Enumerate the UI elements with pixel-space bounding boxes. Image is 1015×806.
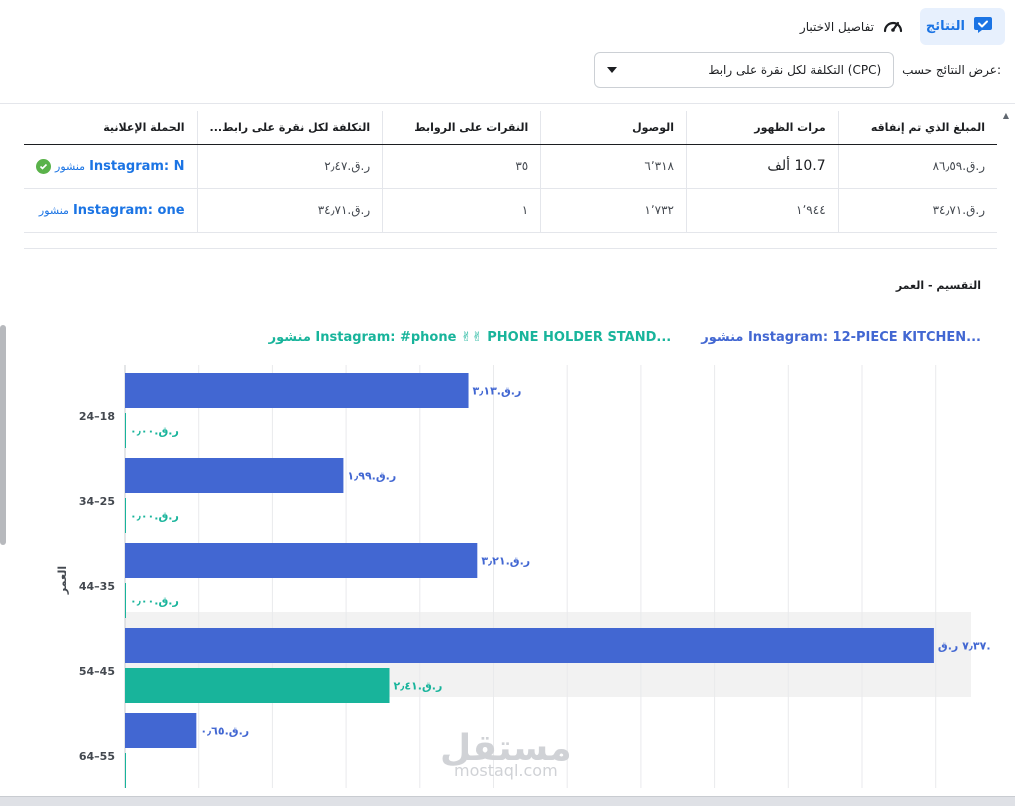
cell-cpc: ر.ق.‏٢٫٤٧ xyxy=(196,144,383,189)
cell-campaign[interactable]: منشور Instagram: one xyxy=(24,188,198,233)
bar-teal[interactable] xyxy=(125,413,126,448)
header-spent[interactable]: المبلغ الذي تم إنفاقه xyxy=(837,111,997,145)
results-filter: عرض النتائج حسب: التكلفة لكل نقرة على را… xyxy=(594,52,1001,88)
header-link-clicks[interactable]: النقرات على الروابط xyxy=(382,111,541,145)
watermark-ar: مستقل xyxy=(440,728,572,769)
divider xyxy=(24,248,997,249)
chat-check-icon xyxy=(973,16,993,38)
check-circle-icon xyxy=(36,158,52,174)
table-header-row: المبلغ الذي تم إنفاقه مرات الظهور الوصول… xyxy=(24,111,997,145)
data-label: ر.ق.‏٣٫٢١ xyxy=(481,555,530,568)
data-label: ٧٫٣٧ ر.ق. xyxy=(938,640,991,653)
campaign-prefix: منشور xyxy=(38,203,69,217)
bar-blue[interactable] xyxy=(125,458,344,493)
legend-item-blue[interactable]: منشور Instagram: 12-PIECE KITCHEN... xyxy=(701,330,981,345)
header-cpc[interactable]: التكلفة لكل نقرة على رابط... xyxy=(196,111,383,145)
cell-impressions: ١٬٩٤٤ xyxy=(686,188,839,233)
tick-label: 54–45 xyxy=(79,665,115,678)
age-breakdown-chart: ر.ق.‏٣٫١٣ ر.ق.‏٠٫٠٠ 24–18 ر.ق.‏١٫٩٩ ر.ق.‏٠٫٠… xyxy=(56,365,991,788)
results-table: المبلغ الذي تم إنفاقه مرات الظهور الوصول… xyxy=(24,111,997,233)
tab-test-details[interactable]: تفاصيل الاختبار xyxy=(794,8,910,45)
gauge-icon xyxy=(882,15,904,39)
chart-legend: منشور Instagram: 12-PIECE KITCHEN... منش… xyxy=(269,330,981,345)
bar-blue[interactable] xyxy=(125,373,469,408)
header-reach[interactable]: الوصول xyxy=(540,111,687,145)
watermark: مستقل mostaql.com xyxy=(440,728,572,780)
chevron-down-icon xyxy=(607,67,618,73)
header-campaign[interactable]: الحملة الإعلانية xyxy=(24,111,198,145)
cell-spent: ر.ق.‏٣٤٫٧١ xyxy=(837,188,997,233)
divider xyxy=(0,103,1015,104)
y-axis-label: العمر xyxy=(56,566,69,595)
cell-link-clicks: ٣٥ xyxy=(382,144,541,189)
bar-teal[interactable] xyxy=(125,583,126,618)
cell-reach: ١٬٧٣٢ xyxy=(540,188,687,233)
cell-impressions: 10.7 ألف xyxy=(686,144,839,189)
tick-label: 24–18 xyxy=(79,410,115,423)
cell-reach: ٦٬٣١٨ xyxy=(540,144,687,189)
bar-blue[interactable] xyxy=(125,543,478,578)
data-label: ر.ق.‏١٫٩٩ xyxy=(347,470,396,483)
cell-cpc: ر.ق.‏٣٤٫٧١ xyxy=(196,188,383,233)
header-impressions[interactable]: مرات الظهور xyxy=(686,111,839,145)
vertical-scrollbar[interactable] xyxy=(0,325,6,545)
metric-dropdown-value: التكلفة لكل نقرة على رابط (CPC) xyxy=(708,63,882,77)
watermark-en: mostaql.com xyxy=(454,761,558,780)
tick-label: 44–35 xyxy=(79,580,115,593)
bar-blue[interactable] xyxy=(125,628,934,663)
campaign-name-link[interactable]: Instagram: N xyxy=(89,158,185,174)
tab-results[interactable]: النتائج xyxy=(920,8,1005,45)
cell-link-clicks: ١ xyxy=(382,188,541,233)
bar-teal[interactable] xyxy=(125,753,126,788)
tab-test-details-label: تفاصيل الاختبار xyxy=(799,19,874,34)
data-label: ر.ق.‏٢٫٤١ xyxy=(394,680,443,693)
cell-spent: ر.ق.‏٨٦٫٥٩ xyxy=(837,144,997,189)
data-label: ر.ق.‏٠٫٠٠ xyxy=(130,425,179,438)
table-row[interactable]: ر.ق.‏٨٦٫٥٩ 10.7 ألف ٦٬٣١٨ ٣٥ ر.ق.‏٢٫٤٧ م… xyxy=(24,144,997,189)
data-label: ر.ق.‏٣٫١٣ xyxy=(473,385,522,398)
data-label: ر.ق.‏٠٫٠٠ xyxy=(130,595,179,608)
campaign-name-link[interactable]: Instagram: one xyxy=(72,202,185,218)
cell-campaign[interactable]: منشور Instagram: N xyxy=(24,144,198,189)
tab-results-label: النتائج xyxy=(925,19,965,34)
data-label: ر.ق.‏٠٫٠٠ xyxy=(130,510,179,523)
campaign-prefix: منشور xyxy=(55,159,86,173)
filter-caption: عرض النتائج حسب: xyxy=(902,63,1001,77)
table-row[interactable]: ر.ق.‏٣٤٫٧١ ١٬٩٤٤ ١٬٧٣٢ ١ ر.ق.‏٣٤٫٧١ منشو… xyxy=(24,188,997,233)
legend-item-teal[interactable]: منشور Instagram: #phone ✌✌ PHONE HOLDER … xyxy=(268,330,672,345)
data-label: ر.ق.‏٠٫٦٥ xyxy=(200,725,249,738)
tick-label: 64–55 xyxy=(79,750,115,763)
bar-blue[interactable] xyxy=(125,713,197,748)
bottom-scrollbar[interactable] xyxy=(0,796,1015,806)
scroll-up-icon[interactable]: ▲ xyxy=(1002,111,1009,120)
metric-dropdown[interactable]: التكلفة لكل نقرة على رابط (CPC) xyxy=(594,52,895,88)
breakdown-title: التقسيم - العمر xyxy=(895,279,981,292)
bar-teal[interactable] xyxy=(125,498,126,533)
tick-label: 34–25 xyxy=(79,495,115,508)
tab-bar: النتائج تفاصيل الاختبار xyxy=(794,8,1005,45)
bar-teal[interactable] xyxy=(125,668,390,703)
